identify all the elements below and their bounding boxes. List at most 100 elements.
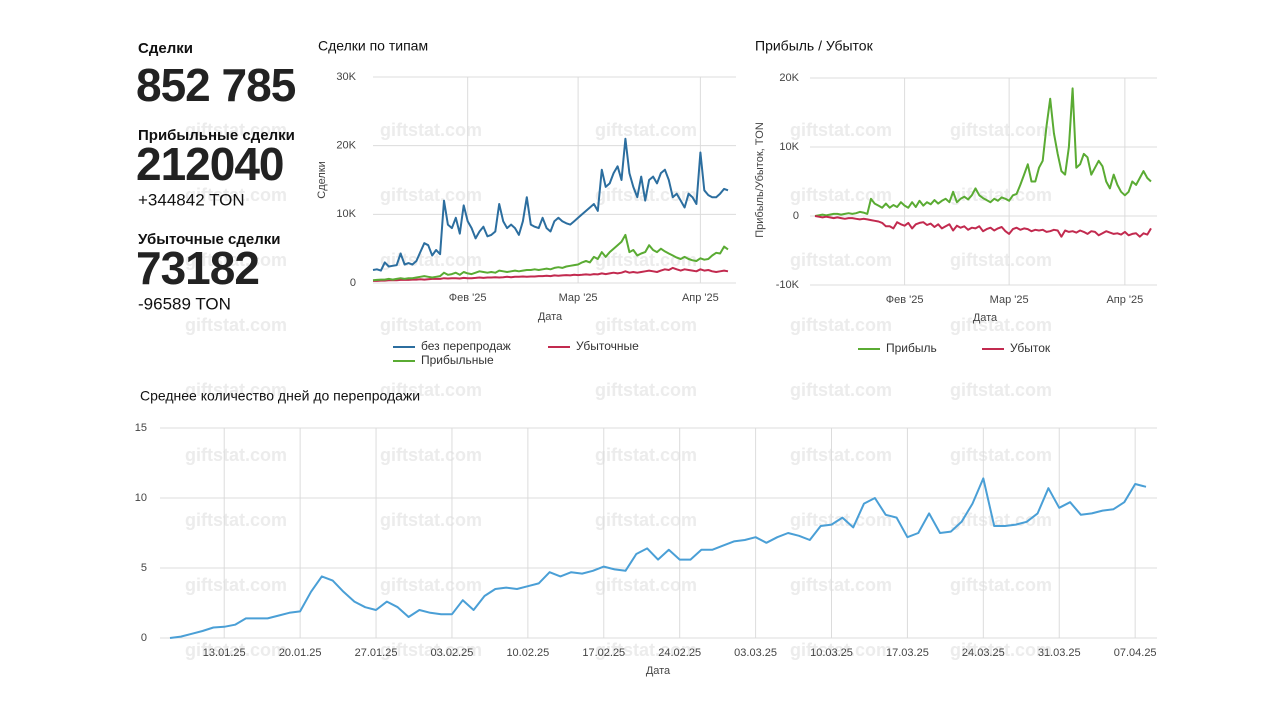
watermark: giftstat.com	[790, 445, 892, 465]
x-tick-label: Фев '25	[449, 292, 487, 304]
data-line	[814, 215, 1152, 238]
chart-title: Прибыль / Убыток	[755, 38, 874, 54]
watermark: giftstat.com	[790, 185, 892, 205]
watermark: giftstat.com	[790, 640, 892, 660]
watermark: giftstat.com	[950, 510, 1052, 530]
watermark: giftstat.com	[790, 250, 892, 270]
x-axis-label: Дата	[973, 312, 998, 324]
legend-label: Убыток	[1010, 341, 1051, 355]
watermark: giftstat.com	[595, 510, 697, 530]
watermark: giftstat.com	[185, 185, 287, 205]
watermark: giftstat.com	[185, 315, 287, 335]
watermark: giftstat.com	[380, 445, 482, 465]
y-tick-label: 0	[793, 210, 799, 222]
watermark: giftstat.com	[185, 250, 287, 270]
kpi-value: 73182	[136, 242, 259, 294]
watermark: giftstat.com	[380, 185, 482, 205]
watermark: giftstat.com	[790, 120, 892, 140]
watermark: giftstat.com	[595, 315, 697, 335]
watermark: giftstat.com	[185, 575, 287, 595]
watermark: giftstat.com	[790, 510, 892, 530]
watermark: giftstat.com	[185, 445, 287, 465]
chart-title: Среднее количество дней до перепродажи	[140, 388, 420, 404]
x-tick-label: 13.01.25	[203, 647, 246, 659]
x-tick-label: 10.02.25	[506, 647, 549, 659]
data-line	[372, 137, 729, 272]
x-axis-label: Дата	[646, 665, 671, 677]
watermark: giftstat.com	[950, 380, 1052, 400]
kpi-label: Прибыльные сделки	[138, 127, 295, 144]
kpi-label: Сделки	[138, 40, 193, 57]
watermark: giftstat.com	[380, 640, 482, 660]
data-line	[169, 477, 1147, 639]
kpi-value: 852 785	[136, 59, 296, 111]
kpi-value: 212040	[136, 138, 284, 190]
kpi-delta: -96589 TON	[138, 294, 231, 313]
watermark: giftstat.com	[185, 120, 287, 140]
x-tick-label: Фев '25	[886, 294, 924, 306]
legend-label: без перепродаж	[421, 339, 511, 353]
y-tick-label: 20K	[779, 72, 799, 84]
y-tick-label: 30K	[336, 71, 356, 83]
y-tick-label: 10K	[779, 141, 799, 153]
watermark: giftstat.com	[950, 575, 1052, 595]
watermark: giftstat.com	[595, 640, 697, 660]
x-axis-label: Дата	[538, 311, 563, 323]
watermark: giftstat.com	[790, 380, 892, 400]
x-tick-label: 03.03.25	[734, 647, 777, 659]
y-tick-label: 0	[350, 277, 356, 289]
watermark: giftstat.com	[595, 445, 697, 465]
watermark: giftstat.com	[380, 120, 482, 140]
watermarks: giftstat.com giftstat.com giftstat.com gift…	[185, 120, 1052, 660]
x-tick-label: Мар '25	[990, 294, 1029, 306]
watermark: giftstat.com	[380, 575, 482, 595]
watermark: giftstat.com	[950, 315, 1052, 335]
legend-label: Убыточные	[576, 339, 639, 353]
y-tick-label: 15	[135, 422, 147, 434]
watermark: giftstat.com	[950, 250, 1052, 270]
x-tick-label: 24.03.25	[962, 647, 1005, 659]
x-tick-label: Апр '25	[682, 292, 719, 304]
watermark: giftstat.com	[595, 120, 697, 140]
legend-label: Прибыль	[886, 341, 937, 355]
x-tick-label: 17.03.25	[886, 647, 929, 659]
kpi-delta: +344842 TON	[138, 190, 245, 209]
watermark: giftstat.com	[595, 380, 697, 400]
x-tick-label: 10.03.25	[810, 647, 853, 659]
x-tick-label: 24.02.25	[658, 647, 701, 659]
y-axis-label: Прибыль/Убыток, TON	[754, 122, 766, 238]
watermark: giftstat.com	[185, 380, 287, 400]
watermark: giftstat.com	[950, 185, 1052, 205]
y-tick-label: 10K	[336, 208, 356, 220]
data-line	[372, 233, 729, 282]
legend-label: Прибыльные	[421, 353, 494, 367]
x-tick-label: 27.01.25	[355, 647, 398, 659]
x-tick-label: 17.02.25	[582, 647, 625, 659]
x-tick-label: Мар '25	[559, 292, 598, 304]
watermark: giftstat.com	[380, 315, 482, 335]
watermark: giftstat.com	[380, 380, 482, 400]
watermark: giftstat.com	[790, 575, 892, 595]
watermark: giftstat.com	[790, 315, 892, 335]
y-tick-label: 20K	[336, 140, 356, 152]
kpi-label: Убыточные сделки	[138, 231, 281, 248]
data-line	[373, 266, 729, 282]
watermark: giftstat.com	[185, 640, 287, 660]
y-tick-label: 5	[141, 562, 147, 574]
watermark: giftstat.com	[595, 575, 697, 595]
y-tick-label: 10	[135, 492, 147, 504]
watermark: giftstat.com	[380, 510, 482, 530]
watermark: giftstat.com	[950, 640, 1052, 660]
watermark: giftstat.com	[185, 510, 287, 530]
x-tick-label: Апр '25	[1106, 294, 1143, 306]
chart-title: Сделки по типам	[318, 38, 428, 54]
y-tick-label: -10K	[776, 279, 800, 291]
watermark: giftstat.com	[950, 120, 1052, 140]
data-line	[814, 87, 1152, 217]
x-tick-label: 03.02.25	[431, 647, 474, 659]
x-tick-label: 31.03.25	[1038, 647, 1081, 659]
y-tick-label: 0	[141, 632, 147, 644]
y-axis-label: Сделки	[316, 161, 328, 199]
x-tick-label: 20.01.25	[279, 647, 322, 659]
